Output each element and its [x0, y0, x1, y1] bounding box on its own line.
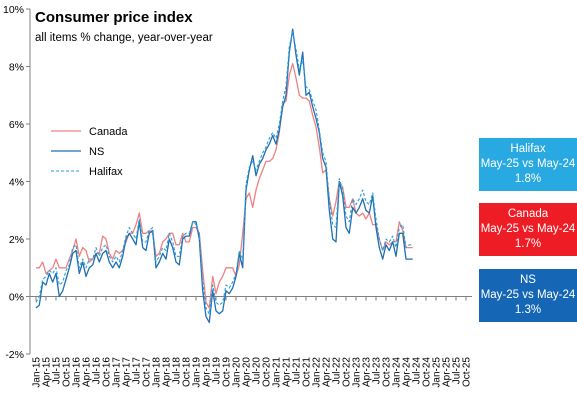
- x-tick-label: Apr-23: [362, 357, 373, 387]
- legend-label-halifax: Halifax: [89, 166, 123, 178]
- x-tick-label: Jul-18: [172, 357, 183, 385]
- x-tick-label: Jul-16: [92, 357, 103, 385]
- y-tick-label: 0%: [9, 292, 24, 304]
- x-tick-label: Apr-20: [242, 357, 253, 387]
- x-tick-label: Oct-15: [62, 357, 73, 387]
- x-tick-label: Oct-23: [382, 357, 393, 387]
- callout-canada-value: 1.7%: [514, 238, 542, 250]
- callout-canada: Canada May-25 vs May-24 1.7%: [479, 203, 577, 256]
- x-tick-label: Oct-20: [262, 357, 273, 387]
- x-tick-label: Jan-21: [272, 357, 283, 388]
- x-tick-label: Apr-16: [82, 357, 93, 387]
- callout-halifax-city: Halifax: [510, 143, 546, 155]
- x-tick-label: Jul-25: [452, 357, 463, 385]
- series-line-ns: [35, 28, 413, 324]
- x-tick-label: Jul-15: [52, 357, 63, 385]
- x-tick-label: Jul-19: [212, 357, 223, 385]
- callout-canada-city: Canada: [507, 208, 549, 220]
- x-tick-label: Jan-25: [432, 357, 443, 388]
- x-tick-label: Oct-17: [142, 357, 153, 387]
- x-tick-label: Oct-24: [422, 357, 433, 387]
- x-tick-label: Jan-22: [312, 357, 323, 388]
- x-tick-label: Jan-23: [352, 357, 363, 388]
- y-tick-label: 8%: [9, 62, 24, 74]
- callout-halifax-period: May-25 vs May-24: [480, 158, 576, 170]
- x-tick-label: Jan-15: [32, 357, 43, 388]
- x-tick-label: Oct-18: [182, 357, 193, 387]
- x-tick-label: Apr-17: [122, 357, 133, 387]
- x-tick-label: Jan-16: [72, 357, 83, 388]
- x-tick-label: Jan-17: [112, 357, 123, 388]
- callout-ns: NS May-25 vs May-24 1.3%: [479, 269, 577, 322]
- callout-ns-period: May-25 vs May-24: [480, 289, 576, 301]
- callout-halifax: Halifax May-25 vs May-24 1.8%: [479, 138, 577, 191]
- x-tick-label: Jan-18: [152, 357, 163, 388]
- x-tick-label: Jan-19: [192, 357, 203, 388]
- x-tick-label: Jul-22: [332, 357, 343, 385]
- legend-label-canada: Canada: [89, 126, 128, 138]
- x-tick-label: Apr-19: [202, 357, 213, 387]
- x-tick-label: Apr-25: [442, 357, 453, 387]
- x-tick-label: Jul-21: [292, 357, 303, 385]
- x-tick-label: Apr-22: [322, 357, 333, 387]
- x-tick-label: Oct-21: [302, 357, 313, 387]
- x-tick-label: Oct-19: [222, 357, 233, 387]
- x-tick-label: Oct-16: [102, 357, 113, 387]
- series-line-canada: [36, 62, 413, 309]
- callout-ns-city: NS: [520, 274, 536, 286]
- x-tick-label: Jul-23: [372, 357, 383, 385]
- y-tick-label: -2%: [5, 349, 24, 361]
- x-tick-label: Apr-18: [162, 357, 173, 387]
- callout-ns-value: 1.3%: [514, 304, 542, 316]
- x-tick-label: Oct-25: [462, 357, 473, 387]
- chart-title: Consumer price index: [35, 9, 193, 26]
- x-tick-label: Oct-22: [342, 357, 353, 387]
- x-tick-label: Jan-24: [392, 357, 403, 388]
- y-tick-label: 6%: [9, 119, 24, 131]
- callout-canada-period: May-25 vs May-24: [480, 223, 576, 235]
- chart-subtitle: all items % change, year-over-year: [35, 32, 213, 44]
- x-tick-label: Apr-24: [402, 357, 413, 387]
- x-tick-label: Jul-17: [132, 357, 143, 385]
- y-tick-label: 10%: [3, 4, 24, 16]
- x-tick-label: Jul-20: [252, 357, 263, 385]
- y-tick-label: 4%: [9, 177, 24, 189]
- callout-halifax-value: 1.8%: [514, 173, 542, 185]
- x-tick-label: Apr-21: [282, 357, 293, 387]
- series-line-halifax: [35, 31, 413, 315]
- legend-label-ns: NS: [89, 146, 104, 158]
- x-tick-label: Jan-20: [232, 357, 243, 388]
- y-tick-label: 2%: [9, 234, 24, 246]
- x-tick-label: Apr-15: [42, 357, 53, 387]
- x-tick-label: Jul-24: [412, 357, 423, 385]
